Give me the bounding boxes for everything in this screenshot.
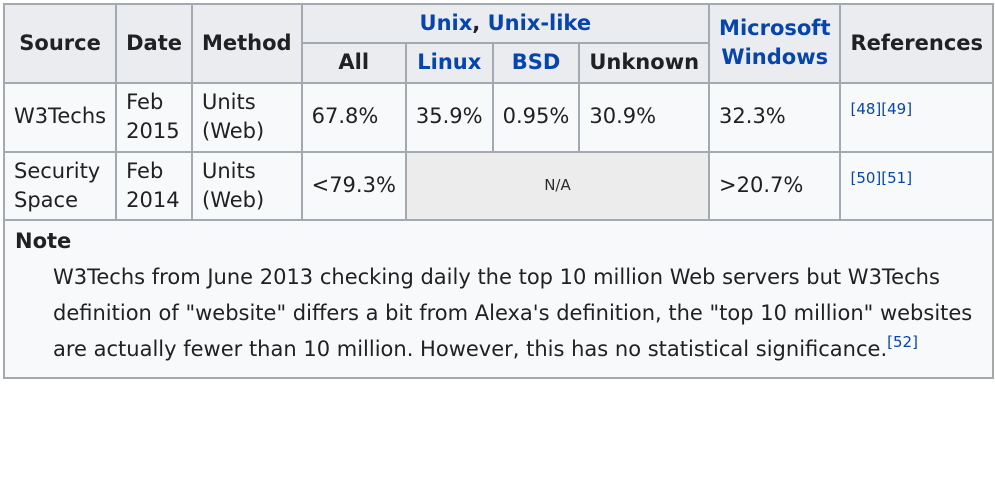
cell-windows: 32.3% bbox=[708, 81, 842, 153]
header-linux: Linux bbox=[404, 42, 494, 84]
header-unknown: Unknown bbox=[578, 42, 711, 84]
cell-method-line1: Units bbox=[202, 158, 256, 183]
cell-method-line1: Units bbox=[202, 89, 256, 114]
cell-date: Feb 2015 bbox=[115, 81, 193, 153]
header-date: Date bbox=[115, 3, 193, 84]
cell-source-line1: Security bbox=[14, 158, 101, 183]
cell-bsd: 0.95% bbox=[491, 81, 581, 153]
cell-source: Security Space bbox=[2, 150, 118, 222]
cell-linux: 35.9% bbox=[404, 81, 494, 153]
linux-link[interactable]: Linux bbox=[417, 50, 482, 75]
cell-date-line1: Feb bbox=[126, 89, 164, 114]
cell-all: 67.8% bbox=[300, 81, 407, 153]
cell-date: Feb 2014 bbox=[115, 150, 193, 222]
header-all: All bbox=[300, 42, 407, 84]
cell-method: Units (Web) bbox=[191, 81, 303, 153]
reference-link-48[interactable]: [48] bbox=[850, 100, 882, 119]
cell-windows: >20.7% bbox=[708, 150, 842, 222]
header-source: Source bbox=[2, 3, 118, 84]
reference-group: [50][51] bbox=[850, 169, 912, 187]
cell-date-line2: 2015 bbox=[126, 119, 180, 144]
cell-date-line1: Feb bbox=[126, 158, 164, 183]
cell-method: Units (Web) bbox=[191, 150, 303, 222]
unix-link[interactable]: Unix bbox=[419, 11, 473, 35]
cell-unknown: 30.9% bbox=[578, 81, 711, 153]
unix-separator: , bbox=[472, 11, 488, 35]
reference-link-49[interactable]: [49] bbox=[881, 100, 913, 119]
reference-group: [48][49] bbox=[850, 100, 912, 118]
header-microsoft-windows: Microsoft Windows bbox=[708, 3, 842, 84]
header-unix-group: Unix, Unix-like bbox=[300, 2, 711, 45]
reference-link-52[interactable]: [52] bbox=[887, 332, 918, 351]
microsoft-windows-link[interactable]: Microsoft Windows bbox=[719, 16, 830, 69]
cell-not-available: N/A bbox=[404, 150, 711, 222]
header-references: References bbox=[839, 3, 995, 84]
reference-link-51[interactable]: [51] bbox=[881, 169, 913, 188]
microsoft-windows-line1: Microsoft bbox=[719, 16, 831, 40]
table-row-note: Note W3Techs from June 2013 checking dai… bbox=[2, 219, 995, 380]
header-row-1: Source Date Method Unix, Unix-like Micro… bbox=[2, 2, 995, 84]
reference-link-50[interactable]: [50] bbox=[850, 169, 882, 188]
note-body: W3Techs from June 2013 checking daily th… bbox=[53, 259, 982, 367]
cell-references: [48][49] bbox=[839, 81, 995, 153]
cell-source-line2: Space bbox=[14, 187, 78, 212]
note-title: Note bbox=[15, 229, 72, 254]
bsd-link[interactable]: BSD bbox=[511, 50, 561, 75]
cell-date-line2: 2014 bbox=[126, 187, 180, 212]
microsoft-windows-line2: Windows bbox=[721, 45, 829, 70]
note-text: W3Techs from June 2013 checking daily th… bbox=[53, 264, 973, 361]
header-row-2: All Linux BSD Unknown bbox=[4, 42, 993, 84]
note-cell: Note W3Techs from June 2013 checking dai… bbox=[2, 219, 995, 380]
cell-method-line2: (Web) bbox=[202, 119, 265, 144]
cell-source: W3Techs bbox=[2, 81, 118, 153]
unix-like-link[interactable]: Unix-like bbox=[487, 11, 592, 35]
note-reference: [52] bbox=[887, 333, 918, 351]
table-row-w3techs: W3Techs Feb 2015 Units (Web) 67.8% 35.9% 0… bbox=[2, 81, 995, 153]
os-usage-table: Source Date Method Unix, Unix-like Micro… bbox=[2, 2, 995, 380]
cell-all: <79.3% bbox=[300, 150, 407, 222]
cell-references: [50][51] bbox=[839, 150, 995, 222]
cell-method-line2: (Web) bbox=[202, 187, 265, 212]
header-bsd: BSD bbox=[491, 42, 581, 84]
table-row-security-space: Security Space Feb 2014 Units (Web) <79.3% … bbox=[2, 150, 995, 222]
header-method: Method bbox=[191, 3, 303, 84]
